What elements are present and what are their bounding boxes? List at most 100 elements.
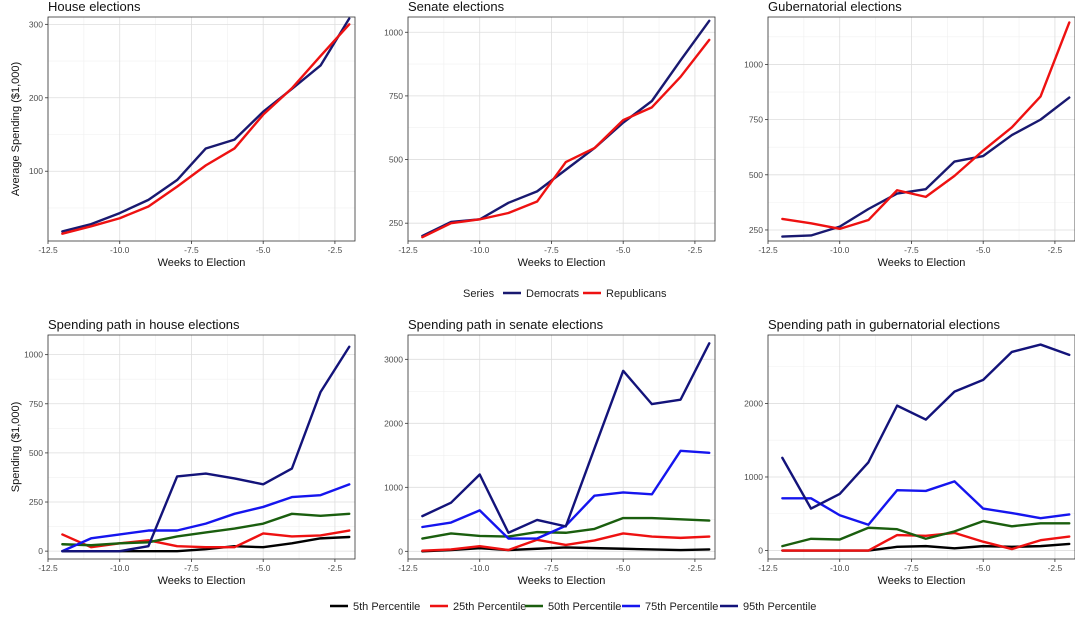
legend-label-democrats: Democrats (526, 288, 580, 300)
y-tick-label: 250 (389, 218, 403, 228)
plot-border (767, 334, 1075, 560)
series-line-democrats (781, 96, 1071, 238)
x-tick-label: -12.5 (758, 563, 778, 573)
x-axis: -12.5 -10.0 -7.5 -5.0 -2.5 (398, 559, 703, 573)
x-tick-label: -7.5 (184, 245, 199, 255)
y-tick-label: 0 (758, 546, 763, 556)
series-group (61, 17, 351, 235)
plot-area (768, 335, 1075, 559)
x-axis-label: Weeks to Election (518, 575, 606, 587)
x-tick-label: -12.5 (758, 245, 778, 255)
legend-item-75th: 75th Percentile (622, 601, 718, 613)
panel-title: Senate elections (408, 0, 505, 14)
x-axis: -12.5 -10.0 -7.5 -5.0 -2.5 (758, 559, 1063, 573)
legend-label-republicans: Republicans (606, 288, 667, 300)
panel-house-elections: -12.5 -10.0 -7.5 -5.0 -2.5 100 200 300 House ele… (10, 0, 356, 269)
legend-label-50th: 50th Percentile (548, 601, 621, 613)
y-tick-label: 1000 (24, 350, 43, 360)
plot-border (407, 334, 716, 560)
y-axis: 250 500 750 1000 (384, 27, 408, 228)
minor-grid (768, 335, 1075, 559)
legend-item-5th: 5th Percentile (330, 601, 420, 613)
x-axis: -12.5 -10.0 -7.5 -5.0 -2.5 (398, 241, 703, 255)
x-tick-label: -5.0 (256, 245, 271, 255)
x-tick-label: -2.5 (688, 245, 703, 255)
y-tick-label: 2000 (744, 398, 763, 408)
panel-gubernatorial-elections: -12.5 -10.0 -7.5 -5.0 -2.5 250 500 750 1000 Guber… (744, 0, 1075, 269)
legend-top: Series Democrats Republicans (463, 288, 667, 300)
series-line-50th-percentile (781, 519, 1071, 548)
panel-spending-path-in-gubernatorial-elections: -12.5 -10.0 -7.5 -5.0 -2.5 0 1000 2000 Spending … (744, 317, 1075, 587)
legend-item-republicans: Republicans (583, 288, 667, 300)
y-tick-label: 1000 (744, 59, 763, 69)
series-group (61, 345, 351, 553)
x-axis-label: Weeks to Election (878, 575, 966, 587)
legend-label-75th: 75th Percentile (645, 601, 718, 613)
x-tick-label: -7.5 (544, 245, 559, 255)
x-tick-label: -10.0 (110, 245, 130, 255)
y-tick-label: 100 (29, 166, 43, 176)
x-tick-label: -12.5 (38, 563, 58, 573)
plot-area (408, 17, 715, 241)
series-group (781, 21, 1071, 238)
plot-area (48, 17, 355, 241)
legend-top-title: Series (463, 288, 495, 300)
legend-bottom: 5th Percentile 25th Percentile 50th Perc… (330, 601, 816, 613)
y-tick-label: 1000 (384, 482, 403, 492)
y-tick-label: 1000 (744, 472, 763, 482)
x-axis: -12.5 -10.0 -7.5 -5.0 -2.5 (38, 241, 343, 255)
legend-item-95th: 95th Percentile (720, 601, 816, 613)
legend-label-5th: 5th Percentile (353, 601, 420, 613)
series-line-republicans (61, 23, 351, 235)
plot-border (407, 16, 716, 242)
y-tick-label: 750 (749, 115, 763, 125)
series-group (781, 343, 1071, 552)
series-group (421, 19, 711, 239)
series-line-95th-percentile (781, 343, 1071, 510)
y-tick-label: 0 (38, 546, 43, 556)
plot-area (408, 335, 715, 559)
series-line-republicans (781, 21, 1071, 231)
x-tick-label: -5.0 (976, 245, 991, 255)
series-line-95th-percentile (61, 345, 351, 553)
legend-label-25th: 25th Percentile (453, 601, 526, 613)
x-tick-label: -2.5 (328, 563, 343, 573)
x-tick-label: -7.5 (904, 245, 919, 255)
panel-spending-path-in-senate-elections: -12.5 -10.0 -7.5 -5.0 -2.5 0 1000 2000 3000 Spend… (384, 317, 716, 587)
plot-border (47, 334, 356, 560)
x-tick-label: -2.5 (1048, 563, 1063, 573)
y-tick-label: 300 (29, 19, 43, 29)
y-axis: 0 1000 2000 (744, 398, 768, 556)
x-tick-label: -10.0 (470, 245, 490, 255)
panel-title: Spending path in gubernatorial elections (768, 317, 1001, 332)
y-axis: 0 250 500 750 1000 (24, 350, 48, 556)
y-axis-label: Spending ($1,000) (10, 402, 22, 493)
plot-area (48, 335, 355, 559)
x-tick-label: -5.0 (256, 563, 271, 573)
plot-border (767, 16, 1075, 242)
minor-grid (768, 17, 1075, 241)
x-tick-label: -5.0 (616, 563, 631, 573)
major-grid (767, 17, 1075, 241)
y-tick-label: 750 (389, 91, 403, 101)
x-tick-label: -10.0 (470, 563, 490, 573)
y-tick-label: 750 (29, 399, 43, 409)
x-axis-label: Weeks to Election (878, 257, 966, 269)
series-line-25th-percentile (421, 532, 711, 552)
series-line-50th-percentile (421, 516, 711, 540)
x-axis: -12.5 -10.0 -7.5 -5.0 -2.5 (38, 559, 343, 573)
panel-senate-elections: -12.5 -10.0 -7.5 -5.0 -2.5 250 500 750 1000 Senat… (384, 0, 716, 269)
y-axis-label: Average Spending ($1,000) (10, 62, 22, 196)
panel-title: House elections (48, 0, 141, 14)
y-tick-label: 500 (29, 448, 43, 458)
panel-title: Gubernatorial elections (768, 0, 902, 14)
panels: -12.5 -10.0 -7.5 -5.0 -2.5 100 200 300 House ele… (10, 0, 1075, 587)
x-tick-label: -2.5 (688, 563, 703, 573)
y-tick-label: 0 (398, 546, 403, 556)
x-tick-label: -5.0 (976, 563, 991, 573)
panel-title: Spending path in senate elections (408, 317, 604, 332)
series-group (421, 342, 711, 553)
x-tick-label: -7.5 (184, 563, 199, 573)
x-tick-label: -7.5 (544, 563, 559, 573)
